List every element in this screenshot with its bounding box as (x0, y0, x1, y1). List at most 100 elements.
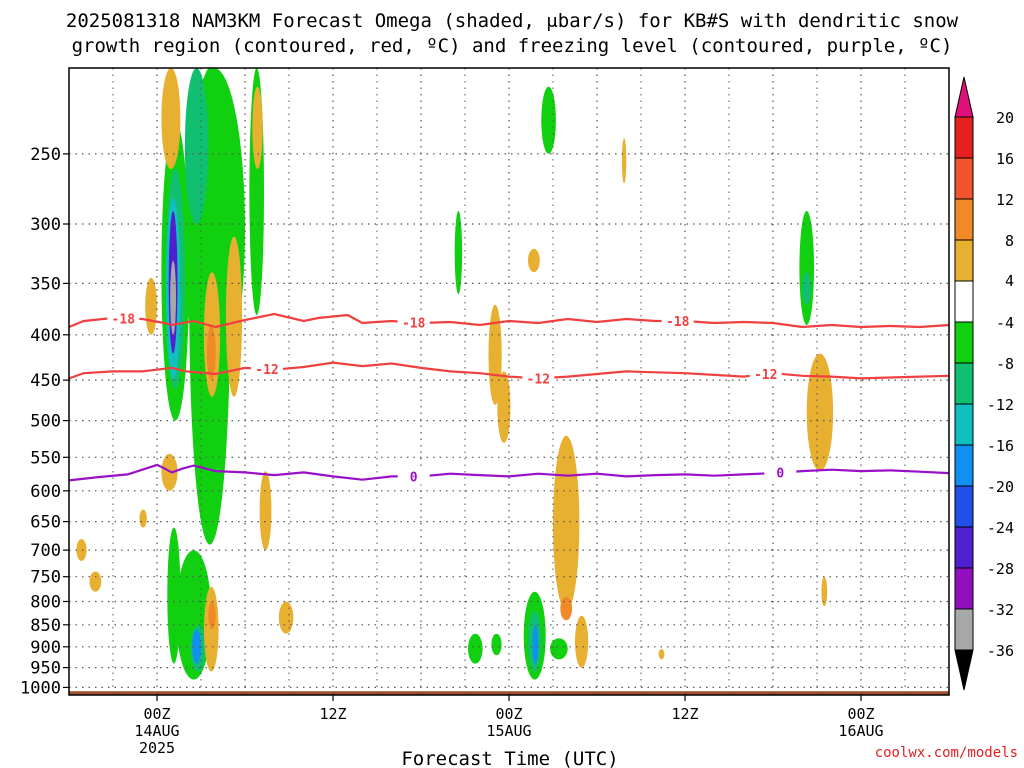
colorbar-label: -24 (987, 519, 1014, 537)
x-tick-label: 14AUG (134, 722, 179, 740)
colorbar-label: -28 (987, 560, 1014, 578)
freezing-level-contour-label: 0 (410, 470, 418, 485)
freezing-level-contour-label: 0 (776, 467, 784, 482)
colorbar-label: 4 (1005, 272, 1014, 290)
colorbar-swatch (954, 321, 974, 364)
x-tick-label: 16AUG (838, 722, 883, 740)
y-tick-label: 450 (30, 371, 61, 391)
omega-cell (170, 260, 177, 335)
y-tick-label: 650 (30, 513, 61, 533)
colorbar-swatch (954, 608, 974, 651)
omega-cell (161, 68, 181, 169)
colorbar-swatch (954, 239, 974, 282)
omega-cell (528, 248, 540, 273)
colorbar-swatch (954, 198, 974, 241)
dgz-contour-label-bg (107, 310, 140, 327)
y-tick-label: 550 (30, 448, 61, 468)
omega-cell (621, 138, 627, 184)
y-tick-label: 850 (30, 616, 61, 636)
colorbar-label: -16 (987, 437, 1014, 455)
omega-cell (497, 371, 511, 444)
omega-cell (76, 539, 87, 561)
y-tick-label: 1000 (20, 678, 61, 698)
dgz-contour-label: -12 (754, 368, 777, 383)
colorbar-label: -8 (996, 355, 1014, 373)
colorbar-swatch (954, 116, 974, 159)
y-tick-label: 350 (30, 274, 61, 294)
dgz-contour-label: -12 (527, 372, 550, 387)
omega-cell (553, 435, 580, 611)
colorbar-bottom-cap (954, 649, 974, 691)
dgz-contour-label: -18 (112, 312, 136, 327)
omega-cell (491, 633, 502, 656)
y-tick-label: 800 (30, 593, 61, 613)
dgz-contour-label-bg (661, 313, 694, 329)
dgz-contour-label: -12 (255, 363, 278, 378)
watermark-text: coolwx.com/models (875, 745, 1018, 761)
omega-cell (259, 471, 272, 551)
omega-cell (541, 86, 556, 154)
x-tick-label: 00Z (495, 705, 522, 723)
y-tick-label: 700 (30, 541, 61, 561)
y-tick-label: 750 (30, 568, 61, 588)
x-tick-label: 15AUG (486, 722, 531, 740)
omega-cell (454, 211, 463, 295)
colorbar-swatch (954, 157, 974, 200)
dgz-contour-label-bg (251, 361, 283, 378)
y-tick-label: 500 (30, 412, 61, 432)
plot-area: -18 -18 -18 -12 -12 -12 0 0 (68, 67, 950, 696)
colorbar-label: -4 (996, 314, 1014, 332)
colorbar-label: 20 (996, 109, 1014, 127)
x-axis-label: Forecast Time (UTC) (401, 748, 618, 768)
contours: -18 -18 -18 -12 -12 -12 0 0 (68, 310, 950, 485)
colorbar-label: 8 (1005, 232, 1014, 250)
omega-cell (550, 638, 568, 660)
omega-cell (208, 601, 216, 630)
x-tick-label: 12Z (671, 705, 698, 723)
y-tick-label: 950 (30, 659, 61, 679)
colorbar-swatch (954, 362, 974, 405)
dgz-contour-label-bg (749, 366, 782, 382)
freezing-level-contour-label-bg (764, 464, 797, 481)
y-tick-label: 600 (30, 482, 61, 502)
chart-title-line-1: 2025081318 NAM3KM Forecast Omega (shaded… (66, 10, 959, 32)
dgz-contour-label-bg (522, 370, 555, 387)
omega-cell (575, 615, 589, 668)
freezing-level-contour-label-bg (397, 468, 430, 485)
x-tick-label: 12Z (319, 705, 346, 723)
omega-cell (204, 586, 219, 672)
omega-cell (468, 633, 483, 664)
colorbar-swatch (954, 444, 974, 487)
dgz-contour-line (68, 361, 950, 380)
colorbar-top-cap (954, 76, 974, 118)
dgz-contour-line (68, 312, 950, 329)
colorbar-legend: 20 16 12 8 4 -4 -8 -12 -16 -20 -24 -28 -32 -36 (954, 76, 1014, 691)
colorbar-label: 16 (996, 150, 1014, 168)
omega-cell (206, 325, 216, 380)
omega-cell (278, 601, 294, 634)
colorbar-label: 12 (996, 191, 1014, 209)
y-tick-label: 900 (30, 638, 61, 658)
omega-cell (89, 571, 102, 592)
omega-cell (799, 211, 814, 325)
omega-cell (184, 68, 209, 224)
x-tick-label: 00Z (847, 705, 874, 723)
x-tick-label: 00Z (143, 705, 170, 723)
omega-cell (192, 629, 202, 664)
omega-cell (225, 236, 243, 397)
dgz-contour-label: -18 (402, 317, 426, 332)
colorbar-label: -20 (987, 478, 1014, 496)
omega-cell (145, 277, 158, 335)
x-tick-label: 2025 (139, 739, 175, 757)
omega-shading (76, 67, 834, 680)
omega-cell (821, 576, 828, 607)
dgz-contour-label: -18 (666, 315, 690, 330)
y-tick-label: 250 (30, 145, 61, 165)
colorbar-label: -12 (987, 396, 1014, 414)
omega-cell (139, 509, 147, 528)
omega-cell (560, 596, 573, 621)
omega-cell (802, 272, 812, 305)
omega-cell (806, 353, 834, 472)
